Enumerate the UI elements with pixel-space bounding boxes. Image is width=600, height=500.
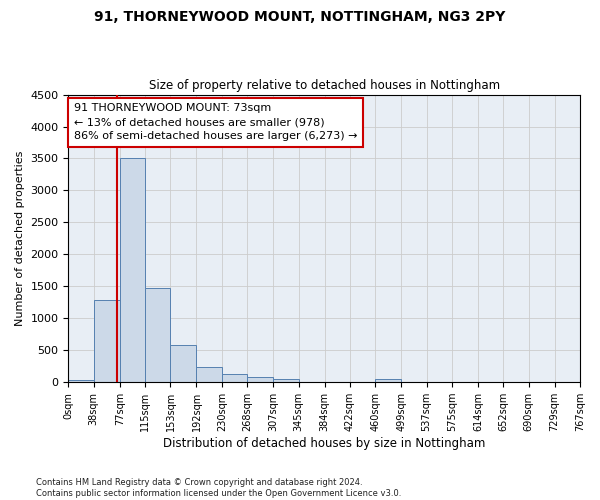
Bar [273, 379, 299, 382]
X-axis label: Distribution of detached houses by size in Nottingham: Distribution of detached houses by size … [163, 437, 485, 450]
Bar [222, 374, 247, 382]
Bar [145, 288, 170, 382]
Text: 91 THORNEYWOOD MOUNT: 73sqm
← 13% of detached houses are smaller (978)
86% of se: 91 THORNEYWOOD MOUNT: 73sqm ← 13% of det… [74, 103, 357, 141]
Bar [375, 379, 401, 382]
Bar [170, 345, 196, 382]
Bar [94, 300, 120, 382]
Bar [120, 158, 145, 382]
Text: 91, THORNEYWOOD MOUNT, NOTTINGHAM, NG3 2PY: 91, THORNEYWOOD MOUNT, NOTTINGHAM, NG3 2… [94, 10, 506, 24]
Y-axis label: Number of detached properties: Number of detached properties [15, 150, 25, 326]
Title: Size of property relative to detached houses in Nottingham: Size of property relative to detached ho… [149, 79, 500, 92]
Bar [196, 367, 222, 382]
Bar [68, 380, 94, 382]
Text: Contains HM Land Registry data © Crown copyright and database right 2024.
Contai: Contains HM Land Registry data © Crown c… [36, 478, 401, 498]
Bar [247, 378, 273, 382]
